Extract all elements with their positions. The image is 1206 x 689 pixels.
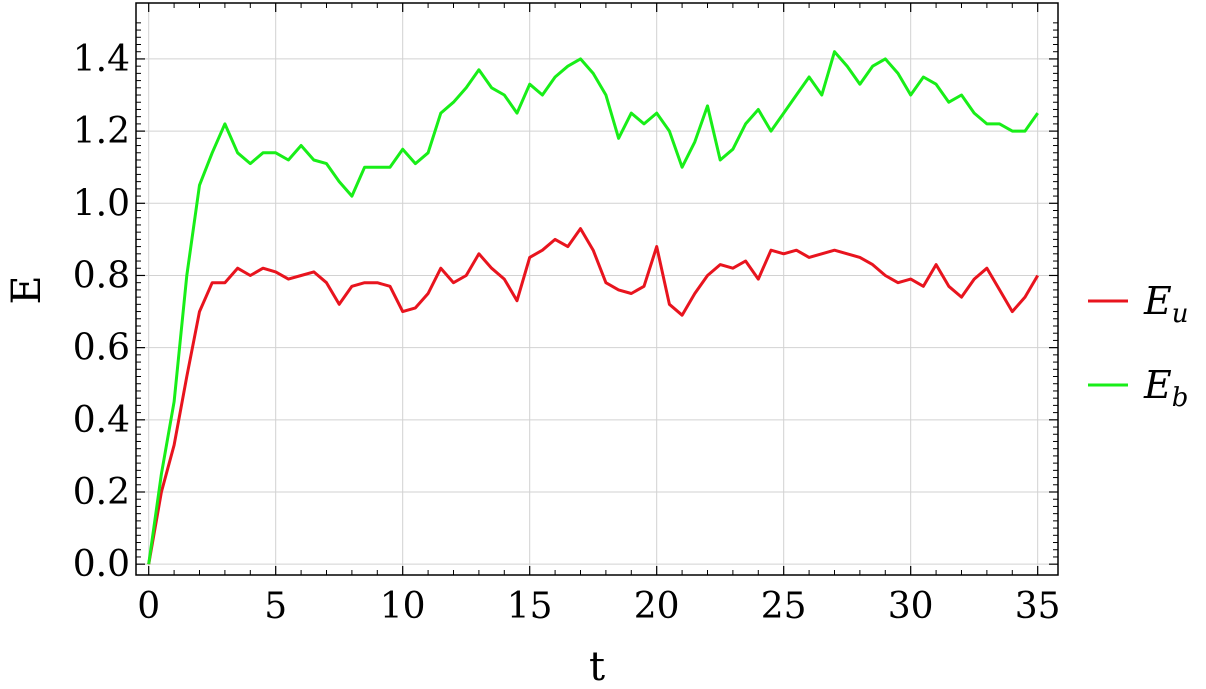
y-tick-labels: 0.0 0.2 0.4 0.6 0.8 1.0 1.2 1.4: [73, 39, 130, 585]
legend-label-e-b: Eb: [1143, 363, 1188, 413]
plot-frame: [135, 2, 1059, 576]
grid: [136, 3, 1058, 575]
x-tick-label: 5: [264, 586, 287, 627]
y-tick-label: 1.4: [73, 39, 130, 80]
legend: Eu Eb: [1088, 279, 1189, 413]
tick-marks: [136, 3, 1058, 575]
x-tick-label: 10: [380, 586, 426, 627]
x-tick-label: 35: [1015, 586, 1061, 627]
y-tick-label: 1.2: [73, 111, 130, 152]
x-axis-label: t: [589, 644, 605, 689]
y-tick-label: 0.8: [73, 255, 130, 296]
series-line-e-u: [147, 227, 1039, 565]
y-tick-label: 1.0: [73, 183, 130, 224]
x-tick-label: 0: [137, 586, 160, 627]
x-tick-label: 25: [761, 586, 807, 627]
y-tick-label: 0.0: [73, 544, 130, 585]
x-tick-label: 30: [888, 586, 934, 627]
y-tick-label: 0.6: [73, 328, 130, 369]
legend-label-e-u: Eu: [1143, 279, 1189, 329]
x-tick-labels: 0 5 10 15 20 25 30 35: [137, 586, 1060, 627]
y-axis-label: E: [4, 275, 50, 304]
series-lines: [147, 50, 1039, 565]
x-tick-label: 15: [507, 586, 553, 627]
x-tick-label: 20: [634, 586, 680, 627]
y-tick-label: 0.4: [73, 400, 130, 441]
series-line-e-b: [147, 50, 1039, 565]
y-tick-label: 0.2: [73, 472, 130, 513]
